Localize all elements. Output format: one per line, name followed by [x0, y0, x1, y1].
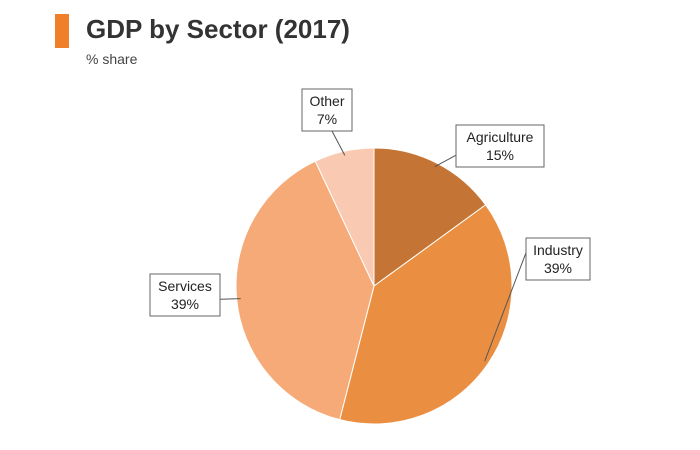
label-box-agriculture — [455, 124, 545, 168]
label-connector-other — [331, 130, 346, 156]
label-box-other — [301, 88, 353, 132]
pie-slices — [235, 147, 513, 425]
label-connector-agriculture — [434, 154, 457, 168]
slice-value-agriculture: 15% — [486, 147, 514, 163]
chart-subtitle: % share — [86, 51, 138, 67]
slice-label-services: Services — [158, 278, 212, 294]
slice-value-other: 7% — [317, 111, 337, 127]
slice-label-other: Other — [309, 93, 344, 109]
pie-slice-other — [314, 147, 375, 287]
label-connector-services — [219, 298, 241, 300]
title-accent-bar — [55, 14, 69, 48]
slice-value-industry: 39% — [544, 260, 572, 276]
pie-slice-agriculture — [373, 147, 487, 287]
slice-label-industry: Industry — [533, 242, 583, 258]
label-box-industry — [525, 237, 591, 281]
pie-labels: Agriculture 15% Industry 39% Services 39% Othe… — [149, 88, 591, 362]
slice-value-services: 39% — [171, 296, 199, 312]
label-connector-industry — [484, 252, 527, 362]
chart-title: GDP by Sector (2017) — [86, 14, 350, 44]
pie-slice-industry — [339, 204, 513, 425]
label-box-services — [149, 273, 221, 317]
slice-label-agriculture: Agriculture — [467, 129, 534, 145]
